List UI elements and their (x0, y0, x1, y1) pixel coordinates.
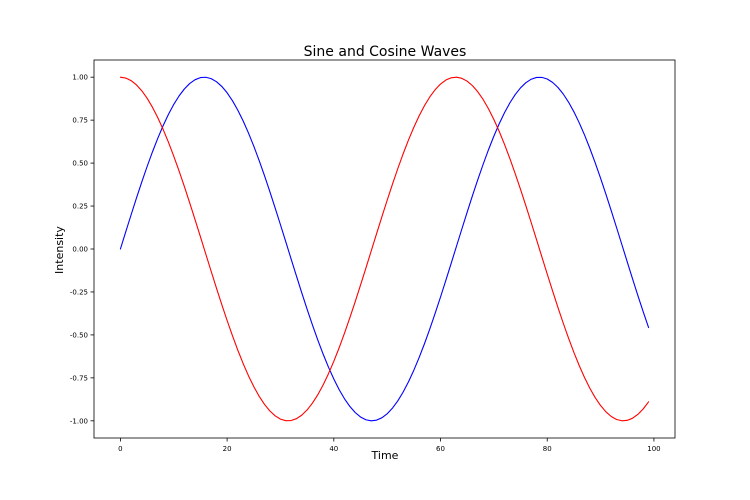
y-tick-label: 0.50 (72, 160, 88, 168)
y-tick-label: -0.25 (70, 288, 88, 296)
x-tick-label: 60 (436, 445, 445, 453)
y-axis-label: Intensity (53, 226, 66, 274)
chart-title: Sine and Cosine Waves (304, 44, 467, 60)
x-tick-label: 80 (543, 445, 552, 453)
y-tick-label: -1.00 (70, 417, 88, 425)
series-line-0 (119, 76, 650, 422)
x-tick-label: 0 (118, 445, 122, 453)
y-axis: 1.00 0.75 0.50 0.25 0.00 -0.25 -0.50 -0.75 -1.00 (70, 74, 94, 425)
series-group (119, 76, 650, 422)
x-tick-label: 20 (223, 445, 232, 453)
y-tick-label: 0.75 (72, 117, 88, 125)
y-tick-label: -0.75 (70, 374, 88, 382)
x-axis: 0 20 40 60 80 100 (118, 438, 661, 453)
x-tick-label: 100 (647, 445, 660, 453)
y-tick-label: 0.00 (72, 246, 88, 254)
plot-area: 0 20 40 60 80 100 1.00 0.75 0.50 0.25 0.00 -0.25 -0… (70, 59, 676, 453)
x-tick-label: 40 (329, 445, 338, 453)
x-axis-label: Time (371, 449, 399, 462)
y-tick-label: -0.50 (70, 331, 88, 339)
y-tick-label: 1.00 (72, 74, 88, 82)
series-line-1 (119, 76, 650, 422)
y-tick-label: 0.25 (72, 203, 88, 211)
axes-frame (93, 59, 676, 439)
